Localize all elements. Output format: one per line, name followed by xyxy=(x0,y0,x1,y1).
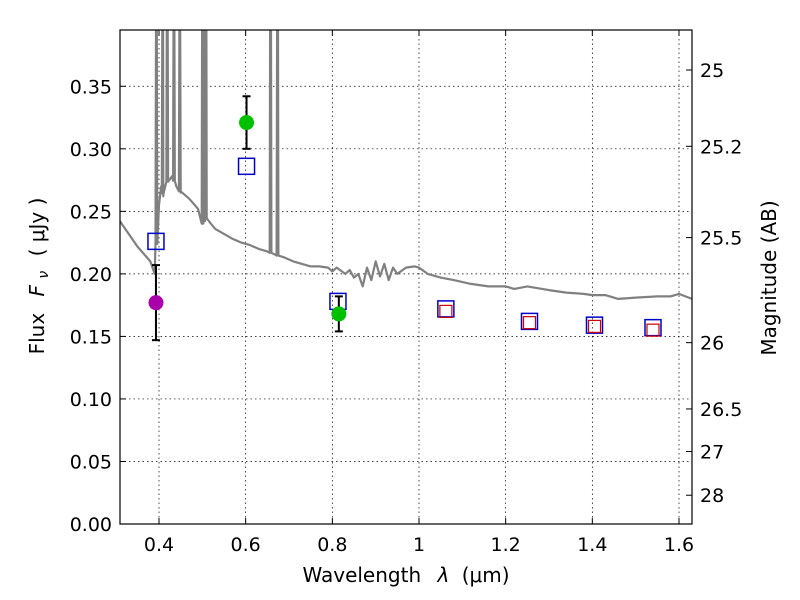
y2-tick-label: 27 xyxy=(700,441,724,463)
x-tick-label: 1.2 xyxy=(491,534,521,556)
y2-tick-label: 26 xyxy=(700,333,724,355)
x-tick-label: 0.6 xyxy=(231,534,261,556)
model-magnitude-square xyxy=(237,157,256,176)
grid xyxy=(120,30,692,524)
y2-tick-label: 28 xyxy=(700,485,724,507)
x-axis-label-text: Wavelength xyxy=(302,563,421,587)
y2-tick-label: 25.2 xyxy=(700,136,742,158)
x-tick-label: 0.4 xyxy=(144,534,174,556)
x-tick-label: 1.6 xyxy=(664,534,694,556)
y-tick-label: 0.15 xyxy=(70,326,112,348)
x-axis-label-unit: (μm) xyxy=(462,563,510,587)
model-magnitude-square xyxy=(585,316,604,334)
y2-axis-label: Magnitude (AB) xyxy=(757,200,781,355)
y-axis-label: Flux F ν ( μJy ) xyxy=(25,198,53,355)
y-tick-label: 0.25 xyxy=(70,201,112,223)
x-tick-label: 1 xyxy=(413,534,425,556)
model-spectrum xyxy=(120,30,692,300)
y-tick-label: 0.05 xyxy=(70,451,112,473)
axis-ticks: 0.4 0.6 0.8 1 1.2 1.4 1.6 0.00 0.05 0.10 0.15 0.20 0… xyxy=(70,30,742,556)
observed-point xyxy=(239,115,255,131)
x-axis-label: Wavelength λ (μm) xyxy=(302,563,509,587)
plot-frame xyxy=(119,29,693,525)
y-axis-label-subscript: ν xyxy=(36,271,52,279)
inner-square xyxy=(522,316,537,330)
observed-point xyxy=(148,295,164,311)
inner-square xyxy=(646,323,660,337)
model-magnitude-square xyxy=(147,232,165,251)
y2-tick-label: 25.5 xyxy=(700,228,742,250)
y2-tick-label: 25 xyxy=(700,60,724,82)
inner-square xyxy=(587,319,602,333)
y-axis-label-unit: ( μJy ) xyxy=(25,198,49,257)
x-tick-label: 0.8 xyxy=(317,534,347,556)
y-tick-label: 0.35 xyxy=(70,76,112,98)
y-tick-label: 0.20 xyxy=(70,264,112,286)
y-tick-label: 0.10 xyxy=(70,389,112,411)
y-tick-label: 0.30 xyxy=(70,139,112,161)
observed-point xyxy=(331,306,347,322)
x-tick-label: 1.4 xyxy=(577,534,607,556)
y2-tick-label: 26.5 xyxy=(700,399,742,421)
y-axis-label-symbol: F xyxy=(25,284,49,296)
inner-square xyxy=(439,304,453,318)
spectrum-line xyxy=(120,30,692,300)
model-magnitude-square xyxy=(520,312,539,331)
data-markers xyxy=(147,95,662,342)
y-tick-label: 0.00 xyxy=(70,514,112,536)
y-axis-label-text: Flux xyxy=(25,313,49,355)
x-axis-label-symbol: λ xyxy=(437,563,450,587)
